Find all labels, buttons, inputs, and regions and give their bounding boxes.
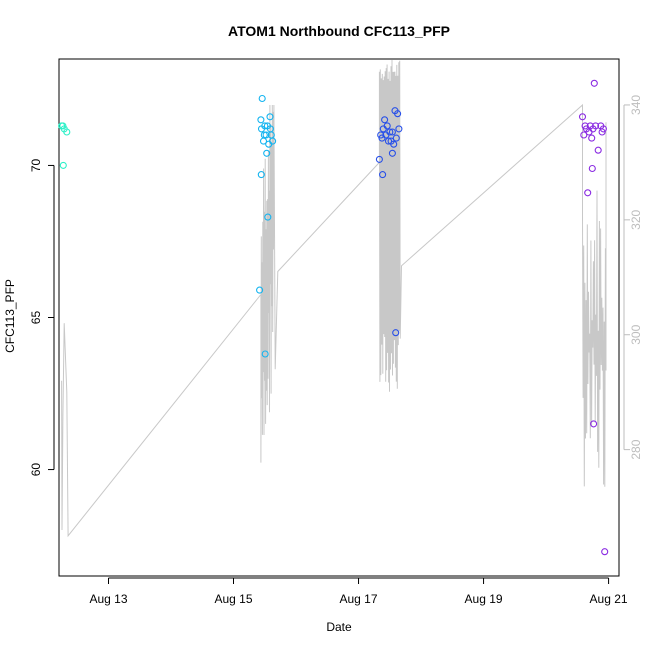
data-point [382,131,390,139]
data-point [261,350,269,358]
y-right-tick-label: 340 [629,95,643,115]
y-right-tick-label: 300 [629,324,643,344]
data-point [258,94,266,103]
x-axis-label: Date [326,620,352,634]
data-point [381,116,389,124]
data-point [588,134,596,142]
altitude-line-layer [61,59,607,538]
x-tick-label: Aug 17 [340,592,378,606]
x-tick-label: Aug 13 [89,592,127,606]
data-point [585,128,593,136]
x-axis: Aug 13 Aug 15 Aug 17 Aug 19 Aug 21 [89,577,628,606]
points-layer [58,79,609,556]
data-point [261,122,269,130]
data-point [584,189,592,197]
plot-frame [58,58,620,577]
data-point [256,286,264,294]
data-point [598,128,606,136]
y-right-tick-label: 320 [629,210,643,230]
x-tick-label: Aug 19 [465,592,503,606]
data-point [266,125,274,133]
chart-title: ATOM1 Northbound CFC113_PFP [228,23,450,39]
data-point [601,548,609,556]
data-point [395,125,403,133]
data-point [383,122,391,130]
y-axis-left: 60 65 70 [29,158,55,477]
data-point [263,149,271,157]
data-point [388,149,396,157]
data-point [63,128,71,136]
data-point [392,134,400,142]
data-point [578,113,587,121]
y-right-tick-label: 280 [629,439,643,459]
y-axis-label: CFC113_PFP [3,279,17,353]
data-point [264,213,272,221]
data-point [594,146,602,154]
data-point [588,164,596,173]
y-axis-right: 280 300 320 340 [623,95,643,460]
y-tick-label: 60 [29,463,43,477]
data-point [59,161,67,169]
data-point [392,329,400,337]
data-point [590,420,598,428]
y-tick-label: 70 [29,158,43,172]
data-point [266,113,274,121]
x-tick-label: Aug 15 [214,592,252,606]
data-point [390,140,398,148]
data-point [257,116,265,124]
data-point [375,155,383,163]
data-point [384,137,393,145]
data-point [257,171,265,179]
data-point [394,110,402,118]
y-tick-label: 65 [29,311,43,325]
data-point [580,131,588,139]
data-point [260,131,268,139]
data-point [590,79,598,87]
altitude-line [61,59,607,538]
x-tick-label: Aug 21 [590,592,628,606]
data-point [592,122,600,130]
data-point [265,140,273,148]
data-point [379,171,387,179]
data-point [388,128,396,136]
